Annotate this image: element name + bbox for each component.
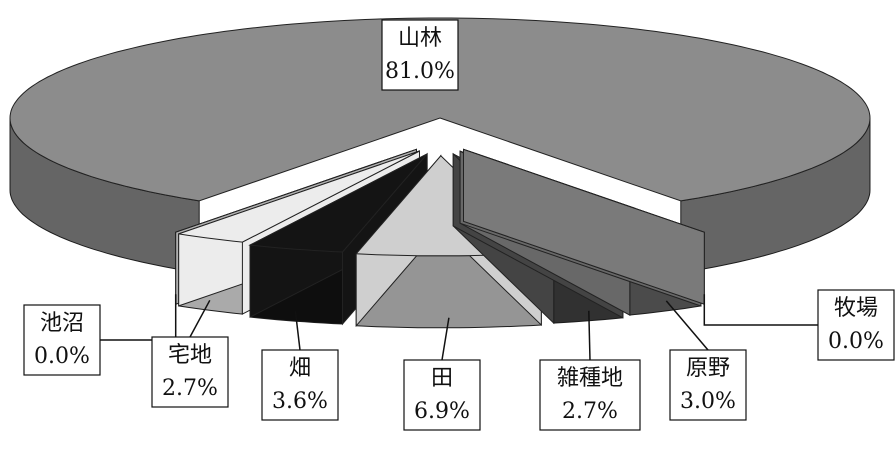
leader-line xyxy=(294,311,301,351)
label-box xyxy=(539,359,641,431)
label-box xyxy=(403,359,481,431)
label-box xyxy=(23,304,101,376)
slice-label: 山林 xyxy=(398,26,442,51)
slice xyxy=(9,17,871,274)
slice-top xyxy=(9,17,871,202)
label-box xyxy=(669,349,747,421)
leader-line xyxy=(189,299,211,338)
leader-line xyxy=(665,300,709,351)
slice-wall-shade xyxy=(680,118,870,273)
slice-label: 池沼 xyxy=(40,311,84,336)
leader-line xyxy=(703,294,818,326)
label-box xyxy=(151,336,229,408)
slice-label: 畑 xyxy=(289,356,311,381)
leader-line xyxy=(100,294,177,341)
leader-line xyxy=(588,310,591,361)
slice-wall-shade xyxy=(10,118,200,273)
slice-label: 宅地 xyxy=(168,343,212,368)
slice-label: 牧場 xyxy=(834,296,878,321)
slice-label: 雑種地 xyxy=(557,366,623,391)
value-label: 2.7% xyxy=(162,376,218,401)
value-label: 2.7% xyxy=(562,399,618,424)
value-label: 3.6% xyxy=(272,389,328,414)
slice-label: 原野 xyxy=(686,356,730,381)
label-box xyxy=(261,349,339,421)
value-label: 3.0% xyxy=(680,389,736,414)
value-label: 0.0% xyxy=(34,344,90,369)
slice-top xyxy=(463,148,705,233)
slice-top xyxy=(175,148,417,233)
slice-top xyxy=(248,153,428,253)
leader-line xyxy=(441,317,450,361)
value-label: 81.0% xyxy=(385,59,455,84)
label-box xyxy=(381,19,459,91)
label-box xyxy=(817,289,895,361)
value-label: 6.9% xyxy=(414,399,470,424)
slice-top xyxy=(178,150,420,243)
slice-label: 田 xyxy=(431,366,453,391)
value-label: 0.0% xyxy=(828,329,884,354)
